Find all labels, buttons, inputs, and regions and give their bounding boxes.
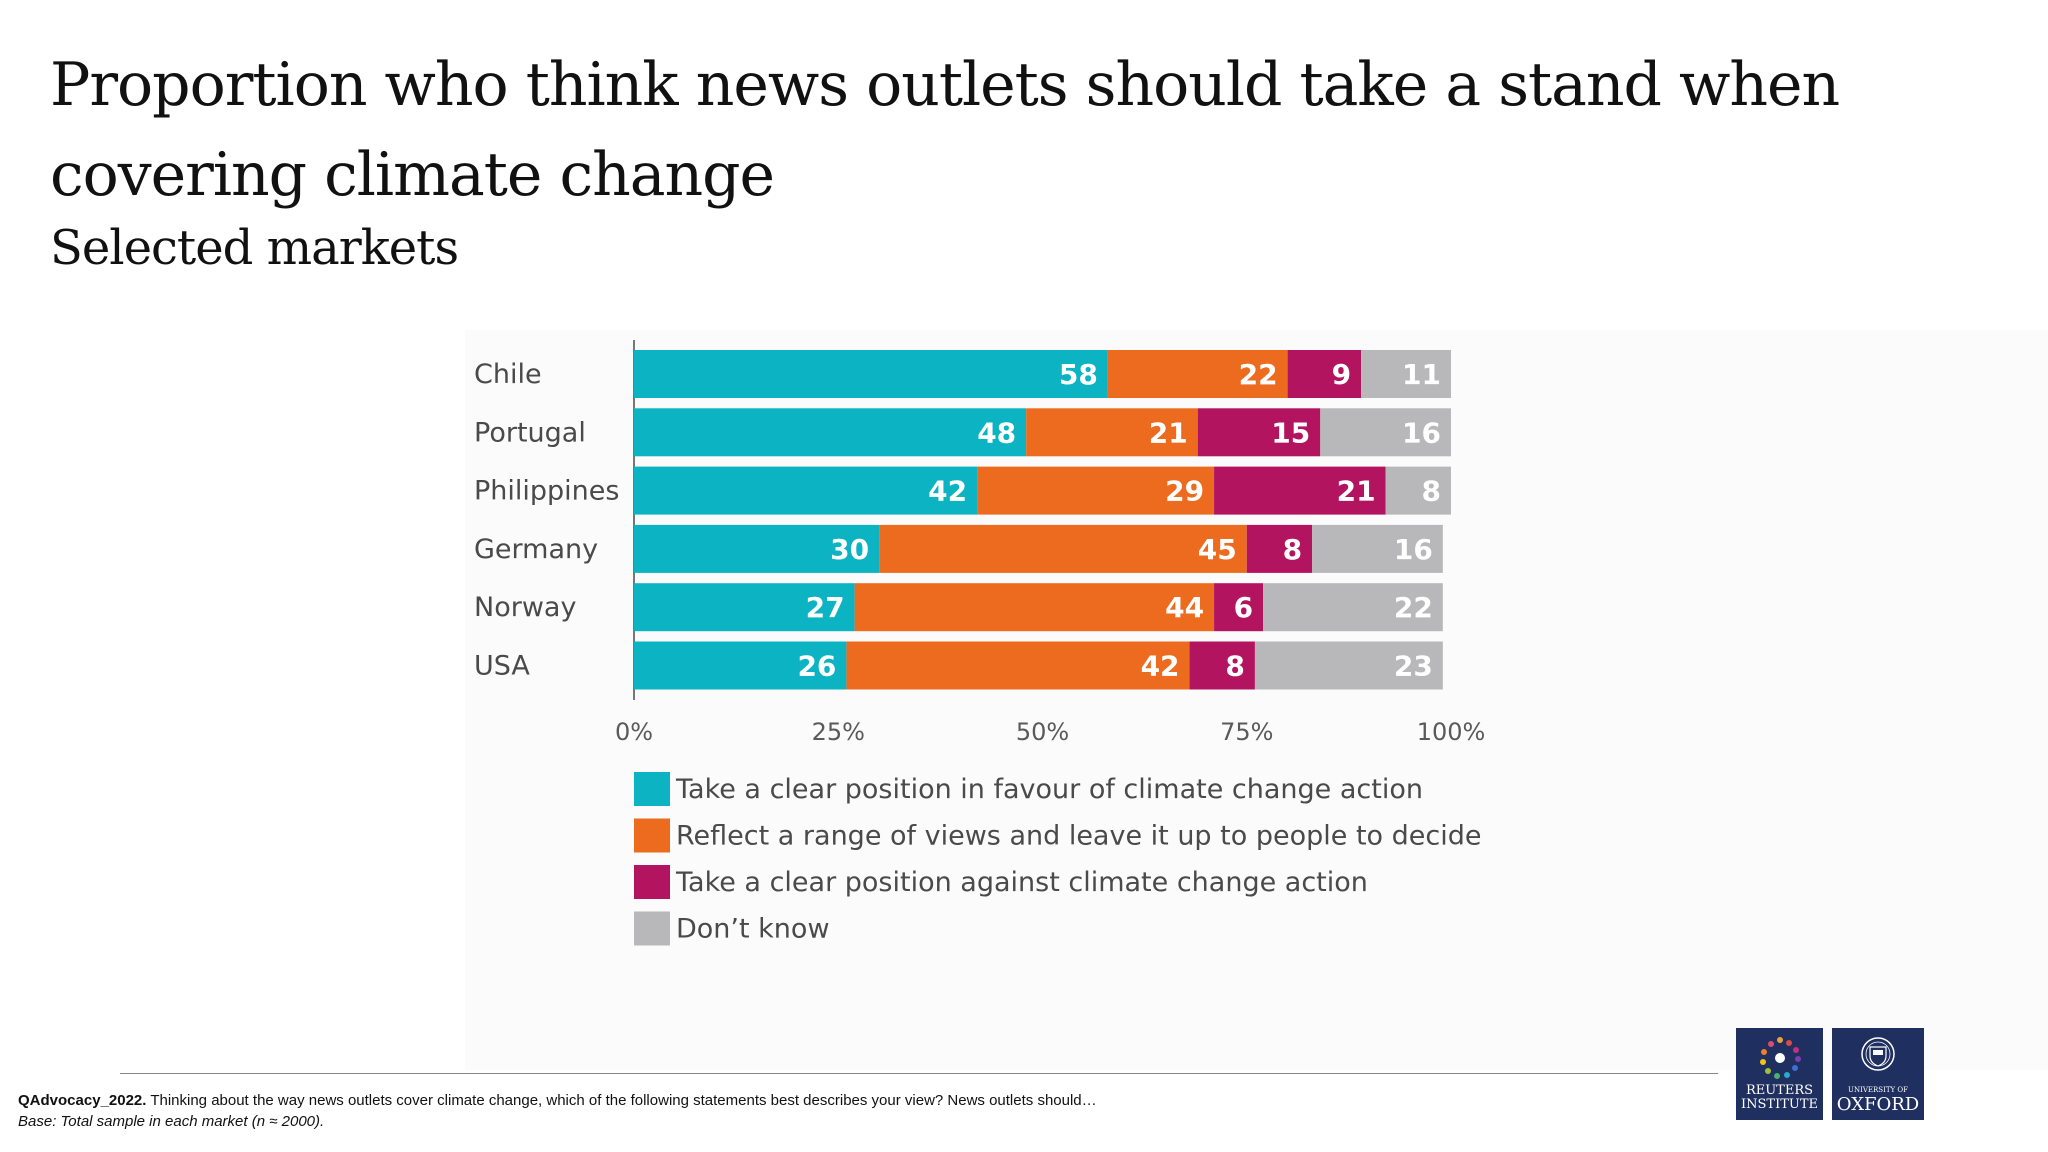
oxford-small-text: UNIVERSITY OF — [1848, 1086, 1908, 1094]
data-label: 26 — [797, 650, 836, 683]
data-label: 16 — [1402, 416, 1441, 449]
data-label: 21 — [1337, 475, 1376, 508]
x-tick-label: 100% — [1417, 718, 1486, 746]
data-label: 27 — [806, 591, 845, 624]
bar-segment — [1107, 350, 1288, 398]
legend-label: Don’t know — [676, 914, 830, 945]
base-note: Base: Total sample in each market (n ≈ 2… — [18, 1113, 325, 1130]
x-tick-label: 0% — [615, 718, 653, 746]
bar-segment — [634, 641, 847, 690]
reuters-dots-icon — [1760, 1037, 1801, 1079]
oxford-university-logo: UNIVERSITY OF OXFORD — [1832, 1028, 1924, 1120]
data-label: 44 — [1165, 591, 1204, 624]
data-label: 58 — [1059, 358, 1098, 391]
bar-segment — [1287, 350, 1362, 398]
data-label: 8 — [1422, 475, 1441, 508]
category-label: Portugal — [474, 417, 586, 448]
oxford-crest-icon — [1861, 1037, 1895, 1071]
question-text: Thinking about the way news outlets cove… — [150, 1092, 1097, 1109]
bar-segment — [1361, 350, 1451, 398]
category-label: Germany — [474, 534, 598, 565]
x-tick-label: 25% — [812, 718, 865, 746]
category-label: Norway — [474, 592, 576, 623]
bar-segment — [1320, 408, 1451, 457]
chart-subtitle: Selected markets — [50, 220, 459, 276]
oxford-big-text: OXFORD — [1836, 1094, 1920, 1115]
data-label: 8 — [1283, 533, 1302, 566]
bar-segment — [634, 350, 1108, 398]
bar-segment — [1189, 641, 1255, 690]
legend-swatch — [634, 865, 670, 899]
legend-swatch — [634, 772, 670, 806]
data-label: 6 — [1234, 591, 1253, 624]
reuters-text-line2: INSTITUTE — [1740, 1097, 1818, 1112]
bar-segment — [1214, 466, 1386, 515]
legend-swatch — [634, 911, 670, 946]
question-code: QAdvocacy_2022. — [18, 1092, 147, 1109]
bar-segment — [1214, 583, 1264, 632]
data-label: 23 — [1394, 650, 1433, 683]
footnote: QAdvocacy_2022. Thinking about the way n… — [18, 1090, 1097, 1132]
bar-segment — [634, 408, 1027, 457]
question-line: QAdvocacy_2022. Thinking about the way n… — [18, 1090, 1097, 1111]
chart-title: Proportion who think news outlets should… — [50, 50, 1840, 210]
bar-segment — [1263, 583, 1443, 632]
data-label: 11 — [1402, 358, 1441, 391]
legend-label: Reflect a range of views and leave it up… — [676, 821, 1481, 852]
reuters-institute-logo: REUTERS INSTITUTE — [1736, 1028, 1823, 1120]
bar-segment — [1312, 524, 1443, 573]
data-label: 30 — [830, 533, 869, 566]
category-label: Philippines — [474, 476, 619, 507]
data-label: 48 — [977, 416, 1016, 449]
category-label: USA — [474, 651, 530, 682]
footer-divider — [120, 1073, 1718, 1074]
category-label: Chile — [474, 359, 542, 390]
legend-label: Take a clear position against climate ch… — [675, 867, 1368, 898]
data-label: 16 — [1394, 533, 1433, 566]
chart-panel: Chile 58 22 9 11 Portugal 48 21 15 16 Philippines 4… — [465, 330, 2048, 1070]
bar-segment — [977, 466, 1215, 515]
bar-segment — [1026, 408, 1198, 457]
bar-segment — [1197, 408, 1321, 457]
data-label: 21 — [1149, 416, 1188, 449]
data-label: 45 — [1198, 533, 1237, 566]
bar-segment — [846, 641, 1190, 690]
legend-label: Take a clear position in favour of clima… — [675, 774, 1423, 805]
bar-segment — [634, 466, 978, 515]
x-tick-label: 75% — [1220, 718, 1273, 746]
x-tick-label: 50% — [1016, 718, 1069, 746]
data-label: 15 — [1271, 416, 1310, 449]
reuters-text-line1: REUTERS — [1745, 1083, 1814, 1098]
stacked-bar-chart: Chile 58 22 9 11 Portugal 48 21 15 16 Philippines 4… — [474, 340, 1486, 946]
data-label: 42 — [1141, 650, 1180, 683]
data-label: 42 — [928, 475, 967, 508]
data-label: 22 — [1239, 358, 1278, 391]
bar-segment — [879, 524, 1247, 573]
bar-segment — [634, 524, 880, 573]
bar-segment — [1385, 466, 1451, 515]
bar-segment — [1246, 524, 1313, 573]
data-label: 9 — [1332, 358, 1351, 391]
bar-segment — [634, 583, 855, 632]
data-label: 8 — [1225, 650, 1244, 683]
data-label: 29 — [1165, 475, 1204, 508]
data-label: 22 — [1394, 591, 1433, 624]
bar-segment — [854, 583, 1215, 632]
legend-swatch — [634, 818, 670, 853]
bar-segment — [1254, 641, 1443, 690]
